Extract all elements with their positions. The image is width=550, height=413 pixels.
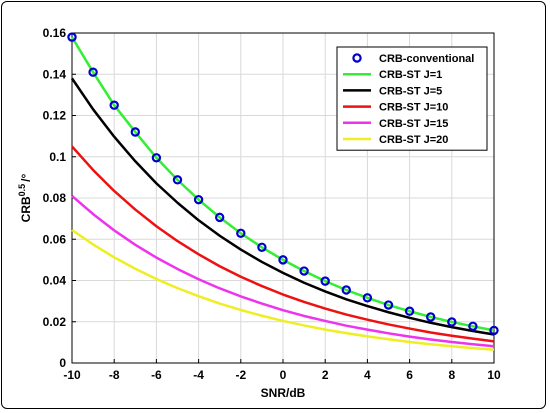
data-point-crb-conventional <box>468 321 478 331</box>
x-tick-label: 2 <box>322 368 329 382</box>
legend-label: CRB-conventional <box>379 53 474 65</box>
data-point-crb-conventional <box>278 255 288 265</box>
data-point-crb-conventional <box>447 317 457 327</box>
legend-label: CRB-ST J=1 <box>379 69 442 81</box>
y-tick-label: 0.02 <box>43 315 67 329</box>
y-tick-label: 0.14 <box>43 67 67 81</box>
data-point-crb-conventional <box>130 127 140 137</box>
y-tick-label: 0.16 <box>43 26 67 40</box>
legend: CRB-conventional CRB-ST J=1 CRB-ST J=5 CRB-… <box>336 46 488 151</box>
series-line-crb-st-j-15 <box>71 194 495 348</box>
x-tick-label: -8 <box>109 368 120 382</box>
data-point-crb-conventional <box>236 228 246 238</box>
y-tick-label: 0 <box>59 356 66 370</box>
x-tick-label: -6 <box>151 368 162 382</box>
series-line-crb-st-j-1 <box>70 36 495 332</box>
y-tick-label: 0.12 <box>43 109 67 123</box>
data-point-crb-conventional <box>426 312 436 322</box>
data-point-crb-conventional <box>257 242 267 252</box>
data-point-crb-conventional <box>193 194 204 205</box>
x-tick-label: 10 <box>487 368 501 382</box>
data-point-crb-conventional <box>299 266 309 276</box>
data-point-crb-conventional <box>214 212 225 223</box>
y-axis-label-exponent: 0.5 <box>17 184 27 197</box>
legend-box <box>336 46 488 151</box>
series-line-crb-st-j-20 <box>71 228 495 351</box>
x-tick-label: 4 <box>364 368 371 382</box>
legend-label: CRB-ST J=5 <box>379 85 442 97</box>
legend-marker <box>352 53 362 63</box>
series-line-crb-st-j-10 <box>71 145 495 343</box>
data-point-crb-conventional <box>341 285 351 295</box>
legend-label: CRB-ST J=10 <box>379 102 448 114</box>
tick-labels: -10 -8 -6 -4 -2 0 2 4 6 8 10 0 0.02 0.04 0.06 0.08 0.1 0.… <box>43 26 501 382</box>
legend-label: CRB-ST J=15 <box>379 118 448 130</box>
x-tick-label: 0 <box>280 368 287 382</box>
x-tick-label: -4 <box>193 368 204 382</box>
x-tick-label: -10 <box>63 368 81 382</box>
x-axis-label: SNR/dB <box>261 386 306 400</box>
series-layer <box>67 32 499 351</box>
data-point-crb-conventional <box>489 325 499 336</box>
legend-label: CRB-ST J=20 <box>379 134 448 146</box>
y-axis-label-main: CRB <box>19 196 33 222</box>
y-axis-label-unit: /° <box>19 173 33 181</box>
data-point-crb-conventional <box>362 293 373 303</box>
data-point-crb-conventional <box>88 67 98 77</box>
data-point-crb-conventional <box>67 32 77 42</box>
x-tick-label: 6 <box>406 368 413 382</box>
data-point-crb-conventional <box>383 300 394 310</box>
series-line-crb-st-j-5 <box>70 77 495 336</box>
data-point-crb-conventional <box>320 276 330 286</box>
data-point-crb-conventional <box>109 100 119 110</box>
data-point-crb-conventional <box>151 153 162 163</box>
data-point-crb-conventional <box>404 306 415 316</box>
x-tick-label: 8 <box>448 368 455 382</box>
data-point-crb-conventional <box>172 175 183 185</box>
y-tick-label: 0.06 <box>43 232 67 246</box>
x-tick-label: -2 <box>235 368 246 382</box>
y-tick-label: 0.04 <box>43 274 67 288</box>
y-tick-label: 0.08 <box>43 191 67 205</box>
y-axis-label: CRB0.5 /° <box>17 173 33 222</box>
plot-area <box>71 32 495 364</box>
y-tick-label: 0.1 <box>49 150 66 164</box>
